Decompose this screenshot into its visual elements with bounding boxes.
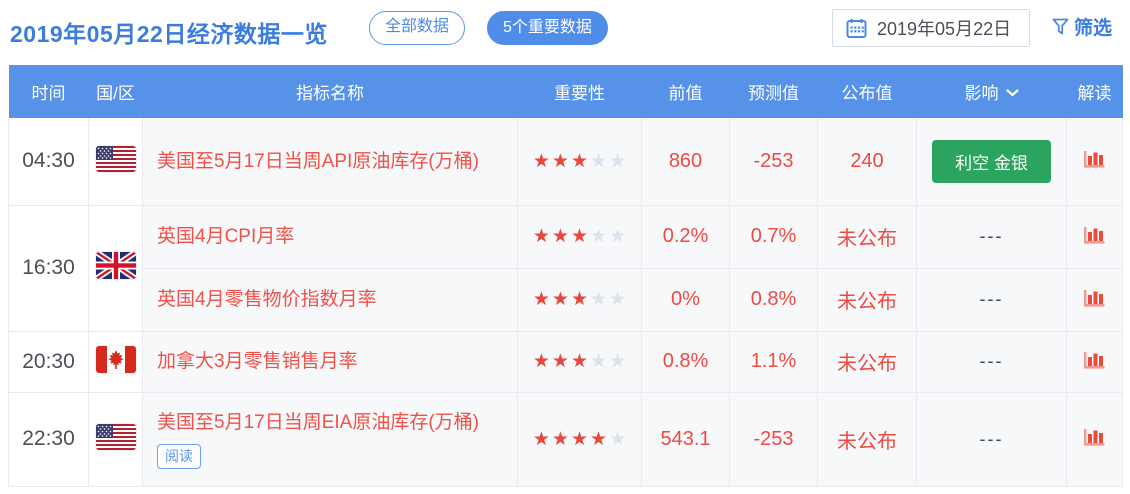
- economic-data-table: 时间 国/区 指标名称 重要性 前值 预测值 公布值 影响 解读 04:30: [8, 65, 1123, 487]
- indicator-name: 美国至5月17日当周EIA原油库存(万桶): [157, 412, 479, 434]
- published-value: 未公布: [817, 392, 917, 487]
- col-header-published: 公布值: [817, 65, 917, 118]
- col-header-interpret: 解读: [1066, 65, 1123, 118]
- forecast-value: 0.7%: [729, 205, 818, 269]
- published-value: 未公布: [817, 331, 917, 393]
- interpret-cell: [1066, 118, 1123, 206]
- table-row: 16:30 英国4月CPI月率 ★ ★ ★ ★ ★ 0.2% 0.7% 未公布 ---: [8, 205, 1123, 332]
- read-tag-button[interactable]: 阅读: [157, 443, 201, 470]
- table-row: 04:30 美国至5月17日当周API原油库存(万桶) ★ ★ ★ ★ ★ 860 -2…: [8, 118, 1123, 206]
- previous-value: 0.2%: [641, 205, 730, 269]
- time-cell: 16:30: [8, 205, 89, 332]
- importance-stars: ★ ★ ★ ★ ★: [532, 428, 627, 450]
- uk-flag-icon: [95, 252, 136, 279]
- region-cell: [88, 392, 143, 487]
- selected-date: 2019年05月22日: [877, 19, 1012, 39]
- forecast-value: 0.8%: [729, 268, 818, 332]
- impact-cell: ---: [916, 392, 1067, 487]
- col-header-importance: 重要性: [517, 65, 642, 118]
- bar-chart-icon[interactable]: [1083, 349, 1106, 370]
- indicator-name: 美国至5月17日当周API原油库存(万桶): [142, 118, 518, 206]
- interpret-cell: [1066, 392, 1123, 487]
- canada-flag-icon: [95, 345, 136, 373]
- bar-chart-icon[interactable]: [1083, 224, 1106, 245]
- published-value: 未公布: [817, 268, 917, 332]
- importance-cell: ★ ★ ★ ★ ★: [517, 392, 642, 487]
- importance-cell: ★ ★ ★ ★ ★: [517, 205, 642, 269]
- impact-cell: ---: [916, 268, 1067, 332]
- impact-button[interactable]: 利空 金银: [932, 139, 1051, 183]
- us-flag-icon: [95, 423, 136, 450]
- importance-stars: ★ ★ ★ ★ ★: [532, 226, 627, 247]
- funnel-icon: [1052, 18, 1069, 36]
- tab-all-data[interactable]: 全部数据: [369, 11, 466, 45]
- impact-cell: 利空 金银: [916, 118, 1067, 206]
- indicator-cell: 美国至5月17日当周EIA原油库存(万桶) 阅读: [142, 392, 518, 487]
- filter-button[interactable]: 筛选: [1052, 13, 1112, 40]
- forecast-value: 1.1%: [729, 331, 818, 393]
- time-cell: 22:30: [8, 392, 89, 487]
- impact-cell: ---: [916, 331, 1067, 393]
- filter-label: 筛选: [1074, 18, 1113, 39]
- indicator-name: 英国4月零售物价指数月率: [142, 268, 518, 332]
- previous-value: 543.1: [641, 392, 730, 487]
- table-row: 英国4月零售物价指数月率 ★ ★ ★ ★ ★ 0% 0.8% 未公布 ---: [9, 268, 1123, 332]
- interpret-cell: [1066, 331, 1123, 393]
- region-cell: [88, 331, 143, 393]
- indicator-name: 英国4月CPI月率: [142, 205, 518, 269]
- previous-value: 0%: [641, 268, 730, 332]
- region-cell: [88, 118, 143, 206]
- interpret-cell: [1066, 205, 1123, 269]
- previous-value: 860: [641, 118, 730, 206]
- col-header-impact[interactable]: 影响: [916, 65, 1067, 118]
- col-header-time: 时间: [8, 65, 89, 118]
- time-cell: 20:30: [8, 331, 89, 393]
- bar-chart-icon[interactable]: [1083, 148, 1106, 169]
- page-title: 2019年05月22日经济数据一览: [10, 21, 328, 47]
- col-header-previous: 前值: [641, 65, 730, 118]
- importance-stars: ★ ★ ★ ★ ★: [532, 351, 627, 372]
- importance-cell: ★ ★ ★ ★ ★: [517, 268, 642, 332]
- published-value: 未公布: [817, 205, 917, 269]
- region-cell: [88, 205, 143, 332]
- forecast-value: -253: [729, 392, 818, 487]
- importance-stars: ★ ★ ★ ★ ★: [532, 289, 627, 310]
- indicator-name: 加拿大3月零售销售月率: [142, 331, 518, 393]
- toolbar: 2019年05月22日经济数据一览 全部数据 5个重要数据 2019年05月22…: [0, 0, 1130, 65]
- importance-cell: ★ ★ ★ ★ ★: [517, 118, 642, 206]
- impact-cell: ---: [916, 205, 1067, 269]
- forecast-value: -253: [729, 118, 818, 206]
- published-value: 240: [817, 118, 917, 206]
- table-row: 20:30 加拿大3月零售销售月率 ★ ★ ★ ★ ★ 0.8% 1.1% 未公布 --…: [8, 331, 1123, 393]
- date-picker[interactable]: 2019年05月22日: [832, 9, 1030, 47]
- table-header-row: 时间 国/区 指标名称 重要性 前值 预测值 公布值 影响 解读: [8, 65, 1123, 118]
- interpret-cell: [1066, 268, 1123, 332]
- importance-stars: ★ ★ ★ ★ ★: [532, 150, 627, 172]
- bar-chart-icon[interactable]: [1083, 426, 1106, 447]
- bar-chart-icon[interactable]: [1083, 287, 1106, 308]
- col-header-region: 国/区: [88, 65, 143, 118]
- us-flag-icon: [95, 145, 136, 172]
- col-header-indicator: 指标名称: [142, 65, 518, 118]
- calendar-icon: [846, 18, 867, 39]
- previous-value: 0.8%: [641, 331, 730, 393]
- tab-important-data[interactable]: 5个重要数据: [487, 11, 608, 45]
- time-cell: 04:30: [8, 118, 89, 206]
- chevron-down-icon: [1005, 82, 1019, 102]
- importance-cell: ★ ★ ★ ★ ★: [517, 331, 642, 393]
- col-header-forecast: 预测值: [729, 65, 818, 118]
- table-row: 22:30 美国至5月17日当周EIA原油库存(万桶) 阅读 ★ ★ ★ ★ ★ 543…: [8, 392, 1123, 487]
